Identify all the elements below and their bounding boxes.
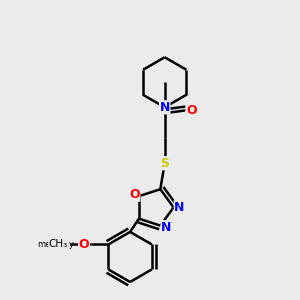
- Text: N: N: [161, 220, 171, 234]
- Text: O: O: [186, 104, 196, 117]
- Text: methoxy: methoxy: [38, 240, 75, 249]
- Text: CH₃: CH₃: [49, 239, 68, 249]
- Text: S: S: [160, 157, 169, 170]
- Text: O: O: [129, 188, 140, 201]
- Text: O: O: [79, 238, 89, 251]
- Text: N: N: [160, 101, 170, 114]
- Text: N: N: [174, 201, 184, 214]
